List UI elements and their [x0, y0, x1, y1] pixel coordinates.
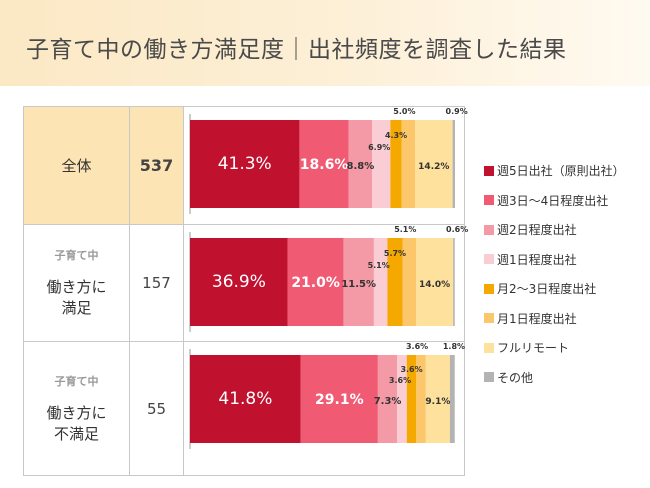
data-label: 18.6% [300, 157, 349, 173]
legend-swatch [484, 224, 494, 235]
legend-item: 月1日程度出社 [484, 310, 577, 327]
data-label: 6.9% [368, 143, 390, 152]
data-label: 14.0% [419, 280, 450, 290]
bar-segment [416, 238, 454, 326]
legend-swatch [484, 342, 494, 353]
row-label: 全体 [24, 107, 130, 224]
legend-item: 月2〜3日程度出社 [484, 280, 596, 297]
row-count: 157 [130, 225, 184, 341]
legend-label: 月1日程度出社 [497, 311, 577, 326]
legend-swatch [484, 254, 494, 264]
table-row-dissatisfied: 子育て中 働き方に 不満足 55 [24, 342, 464, 475]
legend-item: 週1日程度出社 [484, 251, 577, 268]
data-label: 11.5% [341, 279, 376, 290]
row-count: 537 [130, 107, 184, 224]
bar-segment [452, 120, 455, 208]
title-band [0, 0, 650, 86]
data-label: 8.8% [347, 161, 375, 172]
legend-item: 週2日程度出社 [484, 221, 577, 238]
bar-segment [190, 120, 300, 208]
data-label: 41.8% [218, 389, 272, 409]
data-label: 5.1% [394, 225, 416, 234]
bar-segment [372, 120, 391, 208]
bar-segment [190, 355, 301, 443]
data-label: 3.6% [389, 376, 411, 385]
data-label: 21.0% [291, 275, 340, 291]
legend-label: フルリモート [497, 341, 570, 355]
data-label: 1.8% [443, 342, 465, 351]
legend-swatch [484, 195, 494, 205]
row-label-main: 働き方に 不満足 [46, 403, 107, 443]
legend-label: 週3日〜4日程度出社 [497, 193, 609, 208]
legend-label: 週2日程度出社 [497, 223, 577, 237]
row-label-main: 働き方に 満足 [46, 278, 107, 317]
data-label: 9.1% [425, 397, 450, 407]
data-label: 41.3% [218, 154, 272, 174]
data-label: 5.0% [393, 107, 415, 116]
data-label: 29.1% [315, 392, 364, 408]
bar-segment [387, 238, 403, 326]
legend-item: その他 [484, 369, 533, 386]
data-label: 5.7% [384, 249, 406, 258]
row-count: 55 [130, 342, 184, 475]
legend-item: フルリモート [484, 339, 569, 356]
bar-segment [401, 120, 415, 208]
legend-item: 週3日〜4日程度出社 [484, 192, 608, 209]
row-label: 子育て中 働き方に 満足 [24, 225, 130, 341]
row-label-sub: 子育て中 [54, 374, 99, 388]
bar-segment [390, 120, 402, 208]
page-title: 子育て中の働き方満足度｜出社頻度を調査した結果 [26, 37, 567, 63]
bar-segment [397, 355, 407, 443]
table-row-total: 全体 537 [24, 107, 464, 225]
data-label: 3.6% [406, 342, 428, 351]
data-label: 4.3% [385, 131, 407, 140]
bar-segment [453, 238, 455, 326]
data-label: 0.6% [446, 225, 468, 234]
bar-segment [299, 120, 349, 208]
bar-segment [402, 238, 417, 326]
row-label: 子育て中 働き方に 不満足 [24, 342, 130, 475]
data-label: 5.1% [368, 261, 390, 270]
bar-segment [300, 355, 378, 443]
legend-label: 月2〜3日程度出社 [497, 282, 597, 296]
bar-segment [373, 238, 388, 326]
legend-label: その他 [497, 370, 534, 385]
bar-segment [425, 355, 450, 443]
legend-label: 週5日出社（原則出社） [497, 164, 625, 178]
bar-segment [348, 120, 373, 208]
legend-item: 週5日出社（原則出社） [484, 162, 625, 179]
bar-segment [287, 238, 344, 326]
data-label: 0.9% [446, 107, 468, 116]
table-row-satisfied: 子育て中 働き方に 満足 157 [24, 225, 464, 342]
data-table: 全体 537 子育て中 働き方に 満足 157 子育て中 働き方に 不満足 55 [23, 106, 465, 476]
bar-segment [377, 355, 398, 443]
legend-swatch [484, 313, 494, 323]
bar-segment [343, 238, 374, 326]
legend-swatch [484, 165, 494, 176]
bar-segment [414, 120, 453, 208]
bar-segment [449, 355, 455, 443]
data-label: 36.9% [212, 272, 266, 292]
bar-segment [406, 355, 417, 443]
legend-swatch [484, 372, 494, 382]
data-label: 14.2% [418, 162, 449, 172]
data-label: 7.3% [374, 396, 402, 407]
bar-segment [190, 238, 288, 326]
row-label-sub: 子育て中 [54, 249, 99, 262]
legend-swatch [484, 283, 494, 294]
row-label-main: 全体 [61, 157, 92, 175]
data-label: 3.6% [400, 365, 422, 374]
bar-segment [416, 355, 426, 443]
legend-label: 週1日程度出社 [497, 252, 577, 267]
